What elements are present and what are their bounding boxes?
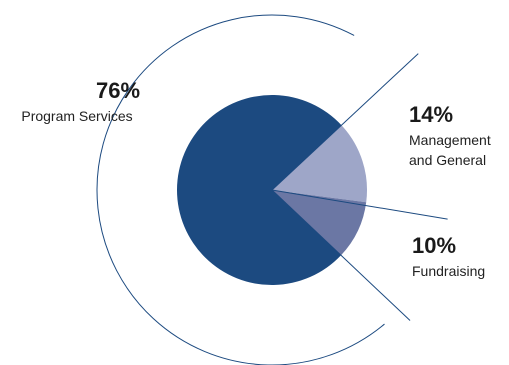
fundraising-label: Fundraising [412, 263, 485, 279]
leader-lines [271, 53, 448, 321]
management-general-slice [272, 125, 367, 203]
leader-line-middle [271, 189, 448, 220]
program-services-percent-label: 76% [96, 78, 140, 103]
management-general-percent-label: 14% [409, 102, 453, 127]
pie-slices [177, 94, 367, 285]
fundraising-slice [272, 190, 367, 256]
fundraising-percent-label: 10% [412, 233, 456, 258]
management-general-label-line2: and General [409, 152, 486, 168]
program-services-slice [177, 94, 342, 285]
program-services-label: Program Services [21, 108, 132, 124]
leader-line-upper [271, 53, 419, 191]
management-general-label-line1: Management [409, 132, 491, 148]
leader-line-lower [271, 189, 411, 321]
